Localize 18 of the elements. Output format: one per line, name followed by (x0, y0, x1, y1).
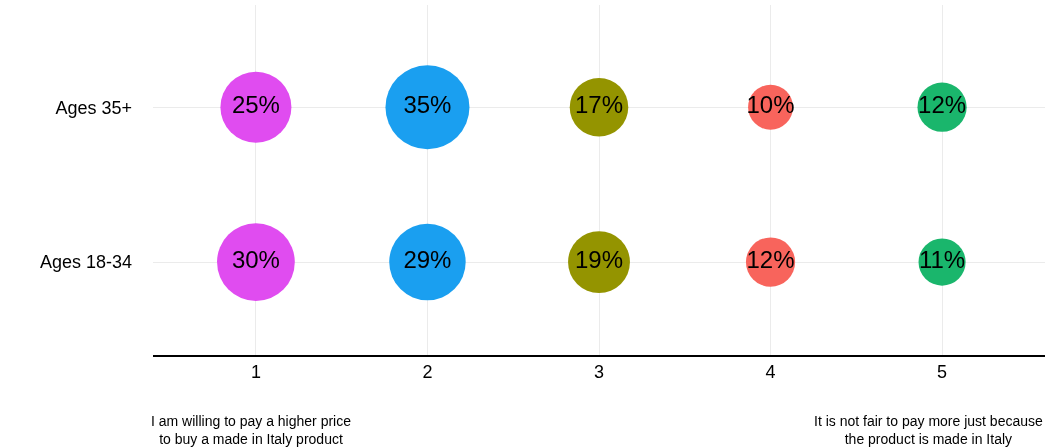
data-label: 12% (918, 91, 967, 119)
data-label: 11% (918, 246, 966, 274)
x-tick-label: 4 (765, 362, 776, 383)
data-label: 17% (574, 91, 624, 119)
y-tick-label: Ages 35+ (55, 97, 132, 118)
y-tick-label: Ages 18-34 (39, 252, 132, 273)
x-tick-label: 2 (422, 362, 433, 383)
data-label: 30% (231, 246, 280, 274)
data-label: 25% (231, 91, 280, 119)
x-tick-label: 1 (250, 362, 261, 383)
x-tick-label: 3 (593, 362, 605, 383)
data-label: 12% (746, 246, 795, 274)
data-label: 19% (574, 246, 624, 274)
data-label: 35% (403, 91, 452, 119)
text: It is not fair to pay more just because the product is made in Italy (814, 413, 1043, 447)
data-label: 29% (403, 246, 452, 274)
x-tick-label: 5 (937, 362, 948, 383)
text: I am willing to pay a higher price to buy a made in Italy product (151, 413, 352, 447)
